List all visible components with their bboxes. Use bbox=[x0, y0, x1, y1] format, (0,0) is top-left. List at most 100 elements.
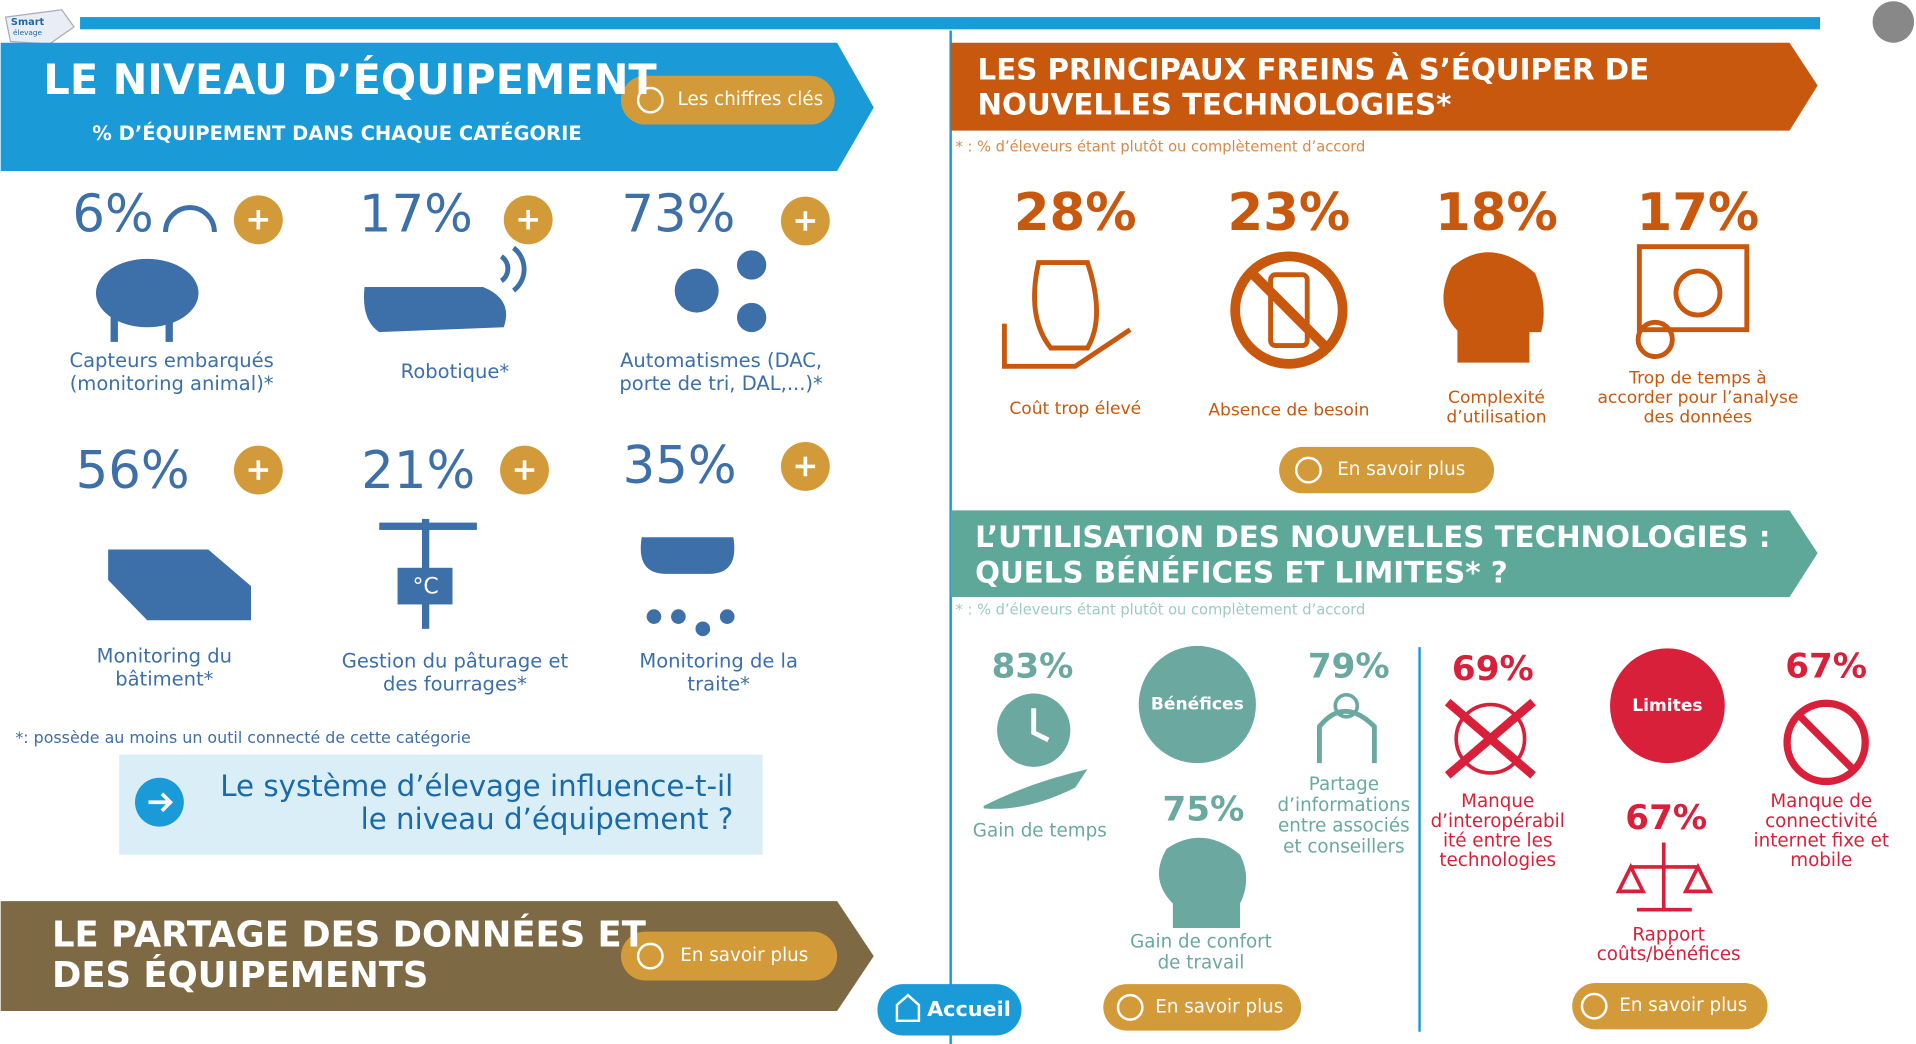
home-button[interactable] bbox=[877, 984, 1022, 1036]
sharing-banner bbox=[0, 901, 874, 1012]
percentage: 56% bbox=[76, 441, 190, 501]
item-label: Automatismes (DAC, bbox=[620, 349, 822, 372]
plus-sign bbox=[795, 456, 816, 477]
logo-text: Smart bbox=[11, 17, 45, 28]
percentage: 17% bbox=[1637, 183, 1760, 243]
item-label: Gestion du pâturage et bbox=[342, 649, 569, 672]
plus-sign bbox=[518, 210, 538, 230]
item-label: des données bbox=[1644, 408, 1753, 428]
button[interactable] bbox=[1103, 984, 1302, 1031]
percentage: 73% bbox=[621, 184, 735, 244]
note: * : % d’éleveurs étant plutôt ou complèt… bbox=[956, 139, 1366, 156]
button-label[interactable]: Les chiffres clés bbox=[678, 89, 823, 110]
equipment-banner bbox=[0, 42, 874, 171]
hand-tool[interactable] bbox=[1872, 1, 1915, 43]
button[interactable] bbox=[620, 75, 835, 125]
plus-sign bbox=[248, 460, 269, 480]
logo-badge bbox=[4, 9, 75, 45]
item-label: Gain de temps bbox=[973, 821, 1107, 842]
percentage: 35% bbox=[623, 436, 737, 496]
item-label: connectivité bbox=[1765, 811, 1877, 832]
item-label: et conseillers bbox=[1283, 836, 1404, 857]
percentage: 79% bbox=[1308, 646, 1390, 686]
button[interactable] bbox=[620, 931, 838, 981]
question-text[interactable]: Le système d’élevage influence-t-il bbox=[220, 769, 733, 803]
icons-barriers bbox=[1001, 244, 1750, 369]
arrow bbox=[148, 792, 174, 813]
item-label: porte de tri, DAL,...)* bbox=[619, 372, 823, 395]
percentage: 6% bbox=[72, 184, 153, 244]
item-label: Manque de bbox=[1770, 791, 1872, 812]
item-label: des fourrages* bbox=[383, 673, 527, 696]
item-label: Coût trop élevé bbox=[1009, 399, 1141, 419]
percentage: 23% bbox=[1228, 183, 1351, 243]
plus-sign bbox=[795, 211, 816, 231]
item-label: mobile bbox=[1790, 850, 1852, 871]
item-label: ité entre les bbox=[1443, 830, 1552, 851]
button-label[interactable]: En savoir plus bbox=[680, 945, 808, 966]
percentage: 18% bbox=[1435, 183, 1558, 243]
section-title: L’UTILISATION DES NOUVELLES TECHNOLOGIES… bbox=[975, 520, 1770, 554]
item-label: Capteurs embarqués bbox=[69, 349, 273, 372]
section-subtitle: % D’ÉQUIPEMENT DANS CHAQUE CATÉGORIE bbox=[92, 122, 581, 145]
item-label: de travail bbox=[1158, 952, 1245, 973]
button-label[interactable]: En savoir plus bbox=[1337, 459, 1465, 480]
item-label: Monitoring du bbox=[97, 644, 232, 667]
category-label: Limites bbox=[1632, 696, 1702, 716]
section-title: NOUVELLES TECHNOLOGIES* bbox=[978, 88, 1452, 122]
percentage: 21% bbox=[361, 441, 475, 501]
section-title: LES PRINCIPAUX FREINS À S’ÉQUIPER DE bbox=[978, 51, 1650, 86]
button-label[interactable]: En savoir plus bbox=[1155, 996, 1283, 1017]
barriers-banner bbox=[950, 42, 1818, 131]
section-title: QUELS BÉNÉFICES ET LIMITES* ? bbox=[975, 554, 1508, 589]
button[interactable] bbox=[1572, 982, 1768, 1030]
note: * : % d’éleveurs étant plutôt ou complèt… bbox=[956, 602, 1366, 619]
icons-equipment bbox=[95, 205, 767, 637]
footnote: *: possède au moins un outil connecté de… bbox=[15, 728, 470, 747]
item-label: Manque bbox=[1461, 791, 1534, 812]
icons-usage bbox=[983, 645, 1869, 928]
percentage: 67% bbox=[1625, 798, 1707, 838]
item-label: (monitoring animal)* bbox=[70, 372, 274, 395]
button-label[interactable]: En savoir plus bbox=[1619, 995, 1747, 1016]
percentage: 28% bbox=[1014, 183, 1137, 243]
home-label[interactable]: Accueil bbox=[927, 997, 1011, 1021]
question-box[interactable] bbox=[119, 754, 763, 855]
section-title: LE PARTAGE DES DONNÉES ET bbox=[52, 914, 646, 956]
item-label: Trop de temps à bbox=[1628, 369, 1767, 389]
item-label: entre associés bbox=[1278, 816, 1410, 837]
item-label: Absence de besoin bbox=[1208, 400, 1369, 420]
item-label: bâtiment* bbox=[115, 668, 213, 691]
icon-text: °C bbox=[412, 574, 438, 599]
section-title: DES ÉQUIPEMENTS bbox=[52, 954, 428, 996]
button[interactable] bbox=[1279, 446, 1495, 494]
plus-sign bbox=[248, 210, 269, 230]
logo-text: élevage bbox=[13, 28, 42, 37]
section-title: LE NIVEAU D’ÉQUIPEMENT bbox=[43, 55, 657, 104]
item-label: Partage bbox=[1309, 774, 1379, 795]
buttons[interactable] bbox=[620, 75, 1768, 1036]
percentage: 17% bbox=[359, 184, 473, 244]
item-label: d’utilisation bbox=[1446, 408, 1546, 428]
item-label: traite* bbox=[687, 673, 750, 696]
question-text[interactable]: le niveau d’équipement ? bbox=[361, 802, 734, 836]
item-label: Gain de confort bbox=[1130, 932, 1272, 953]
item-label: internet fixe et bbox=[1754, 830, 1889, 851]
item-label: accorder pour l’analyse bbox=[1597, 388, 1798, 408]
item-label: Rapport bbox=[1632, 924, 1705, 945]
item-label: d’interopérabil bbox=[1431, 811, 1565, 832]
item-label: coûts/bénéfices bbox=[1597, 944, 1741, 965]
percentage: 67% bbox=[1785, 646, 1867, 686]
category-label: Bénéfices bbox=[1151, 695, 1244, 715]
item-label: d’informations bbox=[1278, 795, 1411, 816]
top-bar bbox=[80, 17, 1821, 30]
item-label: Complexité bbox=[1448, 388, 1545, 408]
percentage: 83% bbox=[992, 646, 1074, 686]
percentage: 69% bbox=[1452, 649, 1534, 689]
button-icons bbox=[636, 86, 1608, 1023]
item-label: technologies bbox=[1439, 850, 1556, 871]
plus-sign bbox=[514, 460, 535, 480]
usage-banner bbox=[950, 510, 1818, 598]
item-label: Robotique* bbox=[401, 360, 510, 383]
